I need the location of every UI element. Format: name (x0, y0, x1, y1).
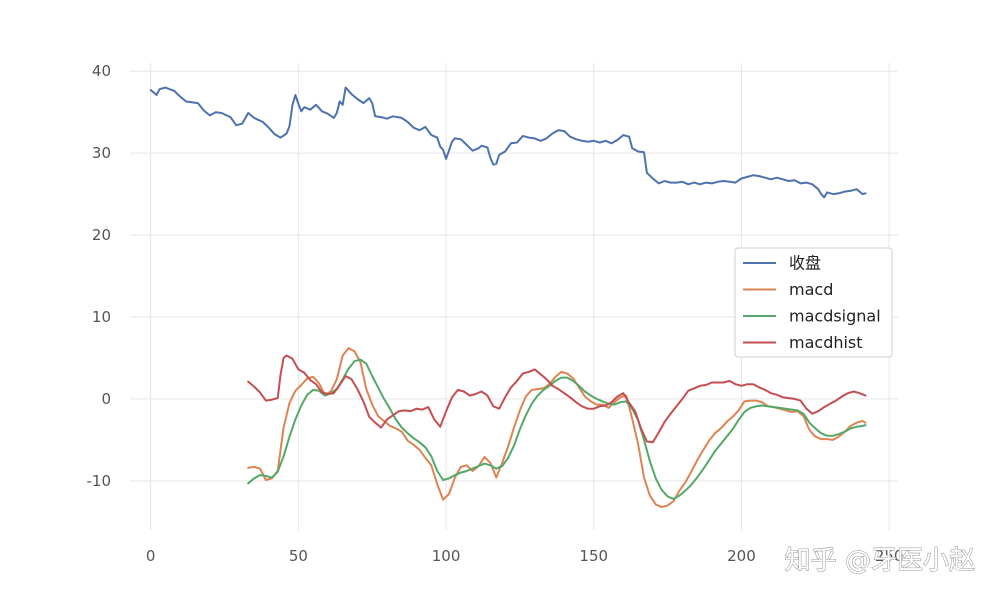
y-axis-ticks: -10 0 10 20 30 40 (87, 62, 112, 490)
series-line-macdsignal (247, 358, 867, 500)
series-line-macdhist (247, 354, 867, 444)
series-line-macd (247, 347, 867, 509)
legend-label: macd (789, 280, 833, 299)
y-tick-label: 10 (92, 308, 111, 326)
y-tick-label: 40 (92, 62, 111, 80)
y-tick-label: 0 (101, 390, 111, 408)
watermark-text: 知乎 @牙医小赵 (785, 546, 975, 576)
x-axis-ticks: 0 50 100 150 200 250 (146, 547, 904, 565)
legend-items: 收盘 macd macdsignal macdhist (743, 254, 881, 352)
y-tick-label: 20 (92, 226, 111, 244)
legend-label: 收盘 (789, 254, 821, 273)
series-line-收盘 (149, 86, 867, 199)
legend-label: macdsignal (789, 307, 881, 326)
x-tick-label: 100 (432, 547, 461, 565)
x-tick-label: 50 (289, 547, 308, 565)
legend-label: macdhist (789, 333, 863, 352)
x-tick-label: 150 (579, 547, 608, 565)
legend-box (734, 247, 893, 358)
y-tick-label: -10 (87, 472, 112, 490)
legend: 收盘 macd macdsignal macdhist (734, 247, 893, 358)
y-tick-label: 30 (92, 144, 111, 162)
grid-lines (130, 63, 898, 530)
series-lines (149, 86, 867, 509)
x-tick-label: 0 (146, 547, 156, 565)
x-tick-label: 200 (727, 547, 756, 565)
x-tick-label: 250 (875, 547, 904, 565)
